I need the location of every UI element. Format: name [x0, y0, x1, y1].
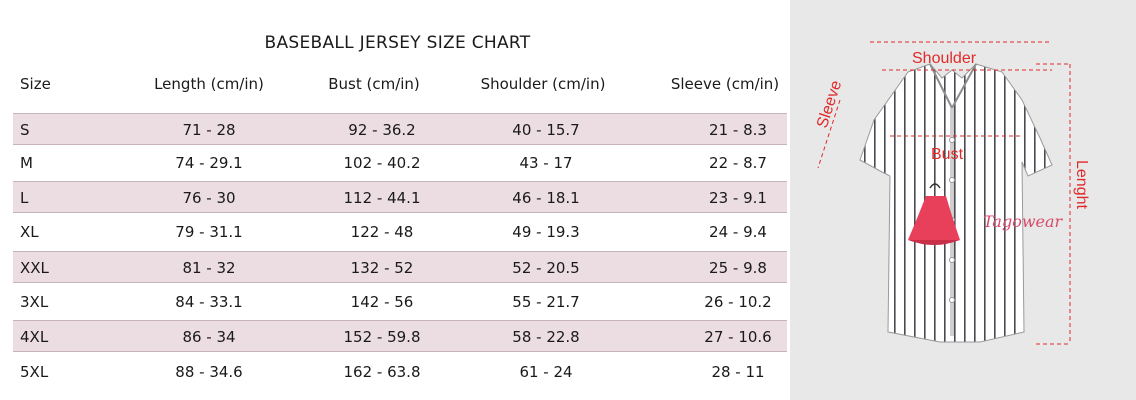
- table-row: 4XL 86 - 34 152 - 59.8 58 - 22.8 27 - 10…: [13, 320, 787, 352]
- size-cell: XL: [20, 223, 39, 241]
- size-cell: 3XL: [20, 293, 49, 311]
- size-cell: XXL: [20, 259, 49, 277]
- sleeve-cell: 24 - 9.4: [709, 223, 767, 241]
- bust-cell: 132 - 52: [350, 259, 414, 277]
- size-cell: M: [20, 154, 33, 172]
- table-row: XL 79 - 31.1 122 - 48 49 - 19.3 24 - 9.4: [13, 216, 787, 248]
- sleeve-cell: 23 - 9.1: [709, 189, 767, 207]
- bust-cell: 112 - 44.1: [343, 189, 421, 207]
- sleeve-cell: 22 - 8.7: [709, 154, 767, 172]
- length-cell: 84 - 33.1: [175, 293, 243, 311]
- bust-cell: 142 - 56: [350, 293, 414, 311]
- jersey-diagram-panel: Shoulder Bust Sleeve Lenght Tagowear: [790, 0, 1136, 400]
- sleeve-cell: 26 - 10.2: [704, 293, 772, 311]
- table-row: 3XL 84 - 33.1 142 - 56 55 - 21.7 26 - 10…: [13, 286, 787, 318]
- bust-cell: 162 - 63.8: [343, 363, 421, 381]
- header-length: Length (cm/in): [154, 75, 264, 93]
- shoulder-cell: 43 - 17: [519, 154, 573, 172]
- size-cell: 5XL: [20, 363, 49, 381]
- bust-cell: 152 - 59.8: [343, 328, 421, 346]
- header-shoulder: Shoulder (cm/in): [480, 75, 606, 93]
- size-cell: 4XL: [20, 328, 49, 346]
- jersey-diagram: [817, 41, 1071, 345]
- length-cell: 81 - 32: [182, 259, 236, 277]
- jersey-shirt: [859, 63, 1053, 343]
- length-cell: 74 - 29.1: [175, 154, 243, 172]
- header-bust: Bust (cm/in): [328, 75, 420, 93]
- bust-cell: 92 - 36.2: [348, 121, 416, 139]
- shoulder-cell: 49 - 19.3: [512, 223, 580, 241]
- length-cell: 88 - 34.6: [175, 363, 243, 381]
- table-row: L 76 - 30 112 - 44.1 46 - 18.1 23 - 9.1: [13, 181, 787, 213]
- sleeve-cell: 27 - 10.6: [704, 328, 772, 346]
- length-cell: 86 - 34: [182, 328, 236, 346]
- chart-title: BASEBALL JERSEY SIZE CHART: [264, 33, 531, 53]
- shoulder-cell: 58 - 22.8: [512, 328, 580, 346]
- size-cell: L: [20, 189, 29, 207]
- sleeve-cell: 28 - 11: [711, 363, 765, 381]
- sleeve-cell: 25 - 9.8: [709, 259, 767, 277]
- bust-cell: 102 - 40.2: [343, 154, 421, 172]
- header-size: Size: [20, 75, 51, 93]
- sleeve-measure-line: [817, 99, 841, 169]
- dress-logo: [908, 183, 960, 245]
- measure-lines: [817, 41, 1071, 345]
- shoulder-cell: 55 - 21.7: [512, 293, 580, 311]
- header-sleeve: Sleeve (cm/in): [670, 75, 780, 93]
- shoulder-cell: 52 - 20.5: [512, 259, 580, 277]
- length-label: Lenght: [1073, 160, 1090, 209]
- table-row: 5XL 88 - 34.6 162 - 63.8 61 - 24 28 - 11: [13, 356, 787, 388]
- length-cell: 71 - 28: [182, 121, 236, 139]
- sleeve-cell: 21 - 8.3: [709, 121, 767, 139]
- size-cell: S: [20, 121, 30, 139]
- table-row: S 71 - 28 92 - 36.2 40 - 15.7 21 - 8.3: [13, 113, 787, 145]
- shoulder-cell: 40 - 15.7: [512, 121, 580, 139]
- shoulder-label: Shoulder: [912, 50, 977, 67]
- table-row: M 74 - 29.1 102 - 40.2 43 - 17 22 - 8.7: [13, 147, 787, 179]
- bust-label: Bust: [931, 146, 964, 163]
- table-row: XXL 81 - 32 132 - 52 52 - 20.5 25 - 9.8: [13, 251, 787, 283]
- length-cell: 79 - 31.1: [175, 223, 243, 241]
- bust-cell: 122 - 48: [350, 223, 414, 241]
- brand-watermark: Tagowear: [983, 212, 1063, 231]
- length-cell: 76 - 30: [182, 189, 236, 207]
- shoulder-cell: 46 - 18.1: [512, 189, 580, 207]
- shoulder-cell: 61 - 24: [519, 363, 573, 381]
